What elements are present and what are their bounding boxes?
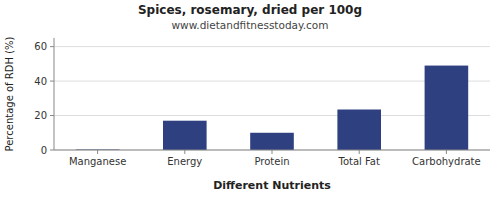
subtitle: www.dietandfitnesstoday.com [172,19,329,31]
title: Spices, rosemary, dried per 100g [138,3,362,17]
bar [163,121,207,150]
x-tick-label: Carbohydrate [412,156,481,167]
x-tick-label: Protein [254,156,289,167]
y-tick-label: 0 [41,145,47,156]
x-tick-label: Total Fat [337,156,379,167]
y-tick-label: 20 [34,110,47,121]
y-tick-label: 40 [34,76,47,87]
x-tick [184,150,185,154]
x-axis: Manganese Energy Protein Total Fat Carbohydr… [54,150,490,167]
bar [425,66,469,150]
chart: Spices, rosemary, dried per 100g www.diet… [0,0,500,200]
bars [76,66,468,150]
grid-line [54,150,490,151]
y-tick-label: 60 [34,41,47,52]
y-axis-line [54,38,55,150]
y-tick [50,81,54,82]
y-tick [50,150,54,151]
grid [54,47,490,150]
y-axis: 0 20 40 60 [34,38,54,156]
x-tick [97,150,98,154]
y-axis-label: Percentage of RDH (%) [4,36,15,151]
x-tick-label: Manganese [69,156,126,167]
x-tick-label: Energy [167,156,202,167]
x-axis-label: Different Nutrients [213,179,331,192]
x-tick [359,150,360,154]
x-axis-line [54,150,490,151]
grid-line [54,46,490,47]
bar [250,133,294,150]
x-tick [446,150,447,154]
bar [337,110,381,150]
y-tick [50,46,54,47]
y-tick [50,115,54,116]
x-tick [272,150,273,154]
